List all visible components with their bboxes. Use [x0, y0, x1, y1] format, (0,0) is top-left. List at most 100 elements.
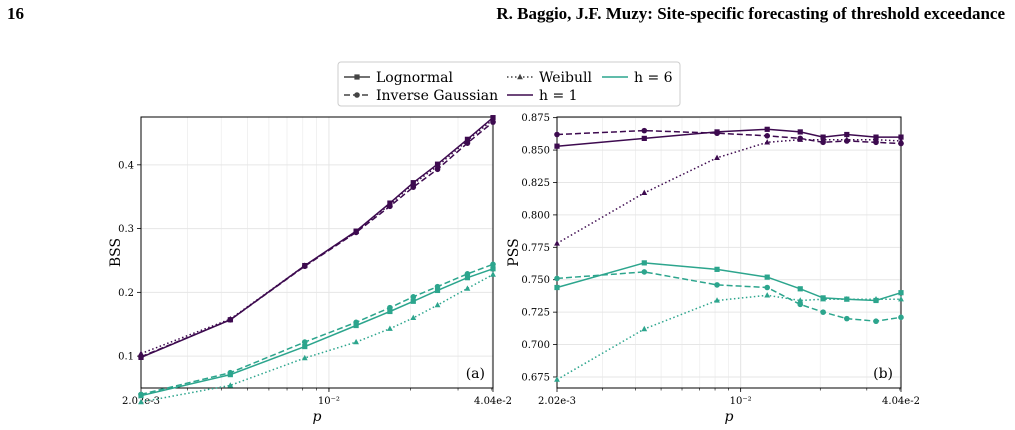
series-4-point-3: [353, 319, 359, 326]
series-4-point-0: [554, 275, 560, 282]
series-4-point-2: [714, 282, 720, 288]
series-1-point-0: [554, 131, 560, 138]
series-4-point-8: [490, 261, 496, 268]
series-5-point-5: [410, 314, 417, 321]
series-2-point-4: [386, 201, 393, 207]
tick-label-y-4: 0.775: [521, 243, 550, 254]
series-4-point-1: [641, 269, 648, 275]
series-2-point-4: [797, 136, 804, 142]
y-axis-label: BSS: [108, 238, 124, 267]
series-3-point-3: [353, 322, 359, 329]
legend-label-0: Lognormal: [376, 70, 453, 86]
series-3-point-2: [302, 343, 308, 350]
series-4-point-7: [464, 271, 471, 277]
series-2-point-5: [410, 180, 417, 187]
series-2-point-2: [714, 154, 720, 161]
panel-b: 2.02e-3 10⁻² 4.04e-2 0.675 0.700 0.725 0.750 0.…: [506, 113, 920, 425]
series-1-point-3: [764, 133, 771, 139]
panel-label: (b): [873, 366, 893, 382]
series-4-point-4: [797, 301, 804, 308]
series-5-point-0: [138, 398, 144, 405]
series-line-3: [140, 268, 494, 397]
series-4-point-4: [387, 304, 393, 311]
series-3-point-6: [434, 287, 441, 294]
series-5-point-2: [714, 297, 720, 303]
tick-label-y-2: 0.3: [118, 224, 134, 235]
series-line-3: [556, 262, 902, 302]
panel-label: (a): [466, 366, 485, 382]
tick-label-x-2: 4.04e-2: [474, 396, 512, 407]
series-4-point-1: [227, 369, 234, 376]
series-line-0: [140, 117, 494, 359]
tick-label-y-0: 0.1: [118, 352, 134, 363]
series-4-point-2: [301, 339, 308, 345]
series-line-0: [556, 128, 901, 147]
series-3-point-8: [898, 290, 904, 296]
series-2-point-7: [873, 136, 879, 142]
series-4-point-7: [873, 318, 879, 325]
legend-label-3: h = 1: [539, 88, 578, 104]
series-0-point-8: [898, 134, 904, 140]
series-1-point-2: [714, 130, 720, 137]
series-3-point-0: [554, 284, 560, 291]
series-line-4: [140, 263, 494, 396]
x-axis-label: p: [313, 409, 322, 425]
series-line-5: [556, 294, 901, 381]
series-0-point-1: [641, 135, 647, 141]
series-2-point-8: [490, 116, 496, 122]
series-5-point-3: [353, 338, 359, 345]
tick-label-x-0: 2.02e-3: [538, 396, 576, 407]
series-4-point-3: [764, 284, 771, 291]
series-5-point-4: [797, 297, 804, 303]
tick-label-y-1: 0.2: [118, 288, 134, 299]
series-5-point-2: [301, 354, 308, 361]
legend-label-1: Inverse Gaussian: [376, 88, 498, 104]
series-5-point-6: [434, 301, 441, 308]
tick-label-x-2: 4.04e-2: [882, 396, 920, 407]
series-3-point-5: [410, 298, 416, 304]
series-2-point-6: [434, 162, 441, 169]
tick-label-y-7: 0.850: [521, 146, 550, 157]
series-5-point-1: [641, 325, 648, 332]
legend: Lognormal Inverse Gaussian Weibull h = 1 h =…: [337, 61, 681, 107]
series-5-point-3: [764, 292, 771, 298]
tick-label-y-8: 0.875: [521, 113, 550, 124]
series-3-point-4: [797, 286, 803, 292]
series-2-point-3: [353, 228, 359, 234]
series-2-point-1: [641, 189, 648, 196]
tick-label-y-2: 0.725: [521, 308, 550, 319]
series-2-point-5: [820, 136, 826, 142]
series-5-point-7: [464, 285, 471, 291]
series-5-point-6: [843, 295, 850, 302]
series-3-point-2: [714, 266, 720, 272]
series-line-2: [140, 119, 494, 355]
running-head: R. Baggio, J.F. Muzy: Site-specific fore…: [496, 4, 1005, 23]
legend-marker-0: [354, 74, 360, 80]
series-2-point-1: [227, 315, 234, 322]
series-4-point-6: [844, 315, 850, 322]
series-5-point-8: [898, 295, 904, 302]
series-5-point-8: [490, 271, 496, 277]
page-number: 16: [7, 4, 24, 23]
series-5-point-7: [873, 295, 879, 302]
tick-label-y-5: 0.800: [521, 210, 550, 221]
series-4-point-5: [820, 309, 826, 315]
tick-label-y-0: 0.675: [521, 372, 550, 383]
series-0-point-3: [764, 126, 770, 132]
y-axis-label: PSS: [506, 238, 522, 266]
series-5-point-5: [820, 295, 826, 302]
legend-frame: [337, 61, 681, 107]
tick-label-x-1: 10⁻²: [318, 396, 340, 407]
series-3-point-7: [464, 275, 471, 281]
series-1-point-1: [641, 127, 648, 134]
series-2-point-2: [301, 262, 308, 268]
series-3-point-8: [490, 266, 496, 272]
series-4-point-6: [434, 283, 441, 290]
tick-label-y-1: 0.700: [521, 340, 550, 351]
series-4-point-8: [898, 314, 904, 321]
series-3-point-4: [387, 308, 393, 315]
legend-marker-2: [517, 73, 523, 80]
series-3-point-1: [641, 260, 647, 266]
